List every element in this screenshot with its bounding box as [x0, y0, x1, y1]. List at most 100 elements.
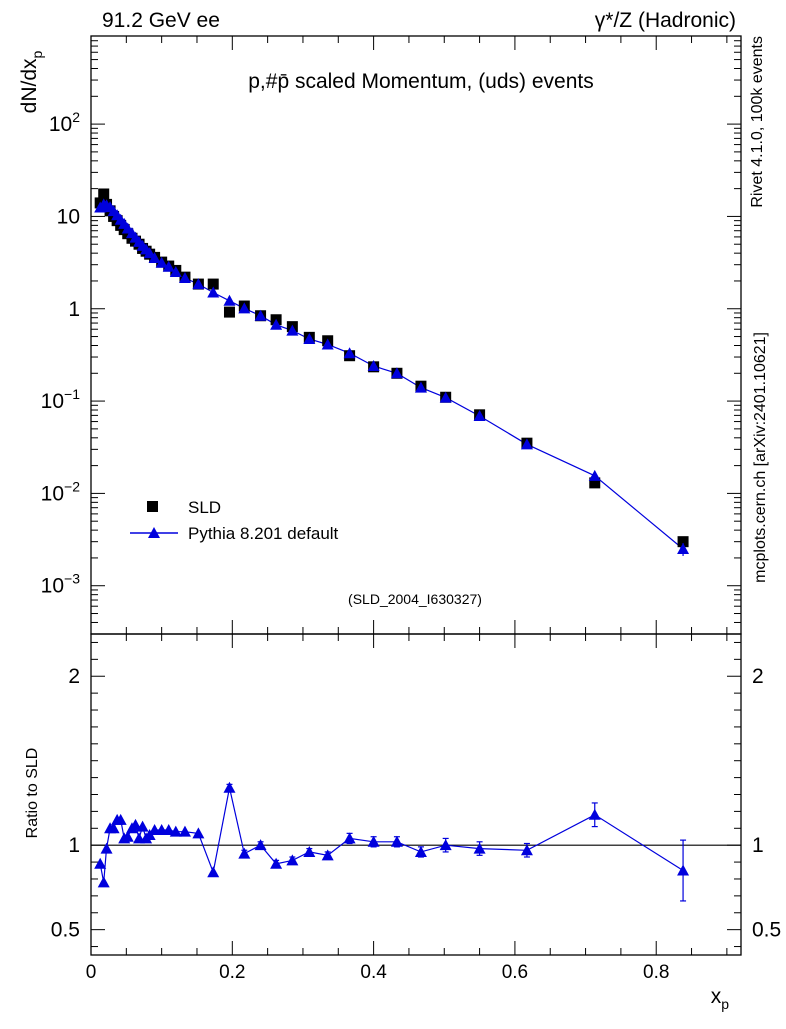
ratio-mc-point [223, 781, 236, 793]
rivet-version-label: Rivet 4.1.0, 100k events [749, 36, 766, 208]
mc-point [390, 367, 403, 379]
ratio-mc-point [178, 825, 191, 837]
ratio-mc-point [97, 876, 110, 888]
mc-point [148, 251, 161, 263]
main-y-tick-base: 10 [41, 390, 64, 413]
data-point [589, 477, 601, 489]
legend-data-label: SLD [188, 498, 221, 517]
ratio-y-tick-label: 1 [68, 834, 80, 857]
main-y-tick-label: 10−3 [41, 571, 81, 598]
ratio-mc-point [588, 808, 601, 820]
mc-point [414, 381, 427, 393]
ratio-mc-point [107, 822, 120, 834]
ratio-mc-point [254, 839, 267, 851]
main-y-tick-label: 10−1 [41, 386, 81, 413]
ratio-y-axis-label: Ratio to SLD [24, 748, 41, 839]
mc-point [207, 286, 220, 298]
analysis-id-label: (SLD_2004_I630327) [348, 591, 482, 607]
mc-point [439, 391, 452, 403]
mc-point [178, 272, 191, 284]
mc-point [343, 347, 356, 359]
mc-point [286, 324, 299, 336]
ratio-error-bars [226, 783, 687, 902]
ratio-mc-point [207, 866, 220, 878]
ratio-mc-point [121, 830, 134, 842]
data-points [94, 188, 689, 548]
ratio-mc-point [343, 832, 356, 844]
ratio-mc-point [100, 842, 113, 854]
x-tick-label: 0.8 [643, 962, 669, 983]
ratio-mc-point [169, 825, 182, 837]
ratio-mc-point [136, 820, 149, 832]
main-y-tick-exponent: −3 [64, 571, 80, 587]
x-axis-label: xp [711, 985, 730, 1012]
legend-mc-label: Pythia 8.201 default [188, 524, 339, 543]
data-point [223, 306, 235, 318]
ratio-mc-point [367, 835, 380, 847]
mc-point [588, 469, 601, 481]
main-y-tick-exponent: −1 [64, 386, 80, 402]
ratio-mc-point [414, 845, 427, 857]
mc-points [94, 198, 690, 556]
main-plot-title: p,#p̄ scaled Momentum, (uds) events [248, 70, 594, 93]
main-y-axis-label-sub: p [29, 50, 45, 58]
main-y-tick-base: 10 [49, 113, 72, 136]
ratio-mc-point [677, 864, 690, 876]
data-point [677, 536, 689, 548]
ratio-mc-point [321, 849, 334, 861]
legend-data-marker [147, 501, 158, 512]
ratio-mc-point [94, 857, 107, 869]
mcplots-label: mcplots.cern.ch [arXiv:2401.10621] [752, 332, 769, 583]
main-y-axis-label-main: dN/dx [18, 58, 41, 113]
main-y-tick-label: 1 [68, 298, 80, 321]
ratio-panel-frame [90, 633, 742, 956]
ratio-y-tick-label-right: 0.5 [752, 919, 781, 942]
mc-point [473, 409, 486, 421]
mc-point [270, 318, 283, 330]
ratio-mc-point [192, 827, 205, 839]
ratio-y-tick-label: 2 [68, 665, 80, 688]
main-axis-ticks [90, 35, 741, 635]
process-label: γ*/Z (Hadronic) [595, 9, 736, 32]
energy-label: 91.2 GeV ee [102, 9, 220, 32]
ratio-y-tick-labels: 0.5 0.5 1 1 2 2 [51, 665, 781, 941]
main-y-tick-exponent: 2 [72, 109, 80, 125]
main-y-tick-base: 10 [41, 482, 64, 505]
ratio-mc-point [270, 857, 283, 869]
ratio-axis-ticks [90, 634, 741, 955]
x-tick-labels: 0 0.2 0.4 0.6 0.8 [86, 962, 670, 983]
ratio-y-tick-label-right: 1 [752, 834, 764, 857]
ratio-mc-point [439, 839, 452, 851]
mc-point [155, 256, 168, 268]
legend: SLD Pythia 8.201 default [130, 498, 339, 543]
mc-point [303, 333, 316, 345]
x-tick-label: 0.4 [360, 962, 387, 983]
x-tick-label: 0 [86, 962, 97, 983]
mc-point [321, 338, 334, 350]
mc-point [143, 247, 156, 259]
ratio-y-tick-label-right: 2 [752, 665, 764, 688]
ratio-mc-point [114, 813, 127, 825]
ratio-mc-point [129, 818, 142, 830]
mc-point [677, 542, 690, 554]
mc-point [192, 278, 205, 290]
mc-point [238, 302, 251, 314]
mc-point [254, 309, 267, 321]
data-point [98, 188, 110, 200]
mc-point [223, 294, 236, 306]
mc-point [520, 438, 533, 450]
ratio-mc-point [238, 847, 251, 859]
ratio-mc-point [303, 845, 316, 857]
legend-mc-marker [148, 527, 160, 538]
ratio-mc-point [520, 844, 533, 856]
mc-point [367, 359, 380, 371]
main-y-tick-base: 10 [41, 575, 64, 598]
x-axis-label-sub: p [721, 996, 729, 1012]
main-y-tick-exponent: −2 [64, 478, 80, 494]
ratio-mc-points [94, 781, 690, 888]
ratio-mc-point [390, 835, 403, 847]
main-y-tick-label: 10−2 [41, 478, 81, 505]
